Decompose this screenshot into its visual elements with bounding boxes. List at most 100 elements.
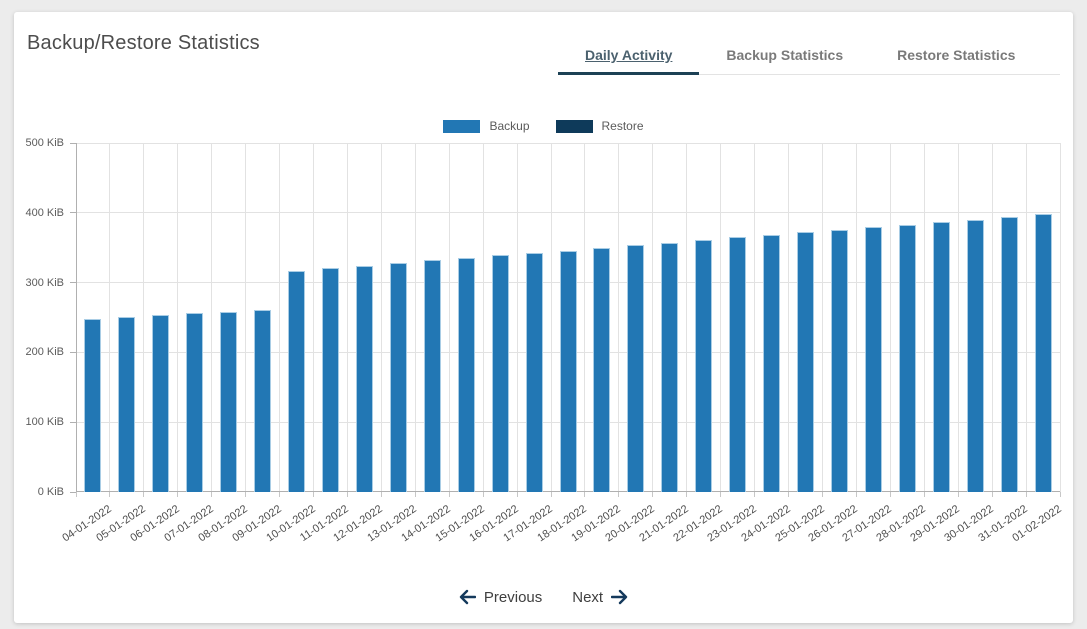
bar-backup-16-01-2022[interactable] <box>491 255 509 492</box>
gridline-y <box>76 212 1060 214</box>
x-axis-tick <box>686 492 688 497</box>
bar-backup-30-01-2022[interactable] <box>966 219 984 492</box>
gridline-x <box>788 143 790 492</box>
bar-backup-23-01-2022[interactable] <box>729 237 747 492</box>
bar-backup-17-01-2022[interactable] <box>525 252 543 492</box>
x-axis-tick <box>821 492 823 497</box>
bar-backup-08-01-2022[interactable] <box>220 311 238 492</box>
arrow-left-icon <box>459 589 476 605</box>
bar-backup-24-01-2022[interactable] <box>763 235 781 492</box>
gridline-x <box>516 143 518 492</box>
bar-backup-28-01-2022[interactable] <box>898 224 916 492</box>
bar-backup-29-01-2022[interactable] <box>932 221 950 492</box>
x-axis-tick <box>754 492 756 497</box>
gridline-x <box>1025 143 1027 492</box>
x-axis-tick <box>618 492 620 497</box>
bar-backup-14-01-2022[interactable] <box>423 260 441 492</box>
gridline-x <box>1059 143 1061 492</box>
x-axis-tick <box>482 492 484 497</box>
legend-item-restore[interactable]: Restore <box>555 119 644 133</box>
x-axis-tick <box>75 492 77 497</box>
bar-chart: 0 KiB 100 KiB 200 KiB 300 KiB 400 KiB 500 KiB… <box>25 137 1063 544</box>
bar-backup-04-01-2022[interactable] <box>84 318 102 492</box>
bar-backup-05-01-2022[interactable] <box>118 316 136 492</box>
bar-backup-01-02-2022[interactable] <box>1034 214 1052 492</box>
legend-item-backup[interactable]: Backup <box>443 119 530 133</box>
gridline-x <box>957 143 959 492</box>
tab-daily-activity[interactable]: Daily Activity <box>558 36 700 75</box>
y-axis-tick <box>70 421 76 423</box>
statistics-card: Backup/Restore Statistics Daily Activity… <box>14 12 1073 623</box>
tab-backup-statistics[interactable]: Backup Statistics <box>699 36 870 74</box>
gridline-x <box>448 143 450 492</box>
bar-backup-06-01-2022[interactable] <box>152 315 170 492</box>
tab-restore-statistics[interactable]: Restore Statistics <box>870 36 1042 74</box>
x-axis-tick <box>788 492 790 497</box>
gridline-x <box>686 143 688 492</box>
x-axis-tick <box>584 492 586 497</box>
legend-label: Restore <box>601 119 644 133</box>
legend-label: Backup <box>489 119 530 133</box>
y-axis-tick <box>70 142 76 144</box>
gridline-x <box>380 143 382 492</box>
y-axis-tick <box>70 282 76 284</box>
bar-backup-13-01-2022[interactable] <box>389 263 407 492</box>
bar-backup-10-01-2022[interactable] <box>288 270 306 492</box>
x-axis-tick <box>414 492 416 497</box>
gridline-x <box>482 143 484 492</box>
bar-backup-12-01-2022[interactable] <box>355 265 373 492</box>
bar-backup-20-01-2022[interactable] <box>627 244 645 492</box>
chart-legend: Backup Restore <box>14 119 1073 133</box>
x-axis-tick <box>923 492 925 497</box>
x-axis-tick <box>991 492 993 497</box>
bar-backup-15-01-2022[interactable] <box>457 258 475 492</box>
x-axis-tick <box>1025 492 1027 497</box>
x-axis-tick <box>279 492 281 497</box>
bar-backup-11-01-2022[interactable] <box>321 267 339 492</box>
bar-backup-09-01-2022[interactable] <box>254 309 272 492</box>
tab-label: Backup Statistics <box>726 47 844 63</box>
x-axis-tick <box>211 492 213 497</box>
gridline-x <box>991 143 993 492</box>
y-axis-tick <box>70 351 76 353</box>
gridline-x <box>855 143 857 492</box>
gridline-x <box>618 143 620 492</box>
bar-backup-18-01-2022[interactable] <box>559 250 577 492</box>
x-axis-tick <box>245 492 247 497</box>
y-axis-label: 400 KiB <box>25 206 64 219</box>
bar-backup-21-01-2022[interactable] <box>661 242 679 492</box>
x-axis-tick <box>957 492 959 497</box>
y-axis-label: 500 KiB <box>25 137 64 149</box>
bar-backup-19-01-2022[interactable] <box>593 247 611 492</box>
x-axis-tick <box>177 492 179 497</box>
legend-swatch-backup <box>443 119 481 133</box>
x-axis-tick <box>448 492 450 497</box>
x-axis-tick <box>550 492 552 497</box>
x-axis-tick <box>720 492 722 497</box>
gridline-x <box>584 143 586 492</box>
arrow-right-icon <box>611 589 628 605</box>
bar-backup-07-01-2022[interactable] <box>186 313 204 492</box>
bar-backup-27-01-2022[interactable] <box>864 227 882 492</box>
x-axis-tick <box>143 492 145 497</box>
gridline-x <box>550 143 552 492</box>
gridline-x <box>414 143 416 492</box>
x-axis-tick <box>1059 492 1061 497</box>
bar-backup-26-01-2022[interactable] <box>830 229 848 492</box>
gridline-x <box>652 143 654 492</box>
gridline-x <box>177 143 179 492</box>
tab-bar: Daily Activity Backup Statistics Restore… <box>558 36 1060 75</box>
bar-backup-25-01-2022[interactable] <box>797 232 815 492</box>
x-axis-tick <box>889 492 891 497</box>
previous-button[interactable]: Previous <box>459 589 542 606</box>
gridline-x <box>109 143 111 492</box>
x-axis-tick <box>516 492 518 497</box>
bar-backup-22-01-2022[interactable] <box>695 240 713 492</box>
bar-backup-31-01-2022[interactable] <box>1000 217 1018 492</box>
tab-label: Daily Activity <box>585 47 673 63</box>
y-axis-label: 0 KiB <box>37 486 64 498</box>
page-title: Backup/Restore Statistics <box>27 32 260 54</box>
gridline-x <box>720 143 722 492</box>
y-axis-line <box>76 143 77 492</box>
next-button[interactable]: Next <box>572 589 628 606</box>
